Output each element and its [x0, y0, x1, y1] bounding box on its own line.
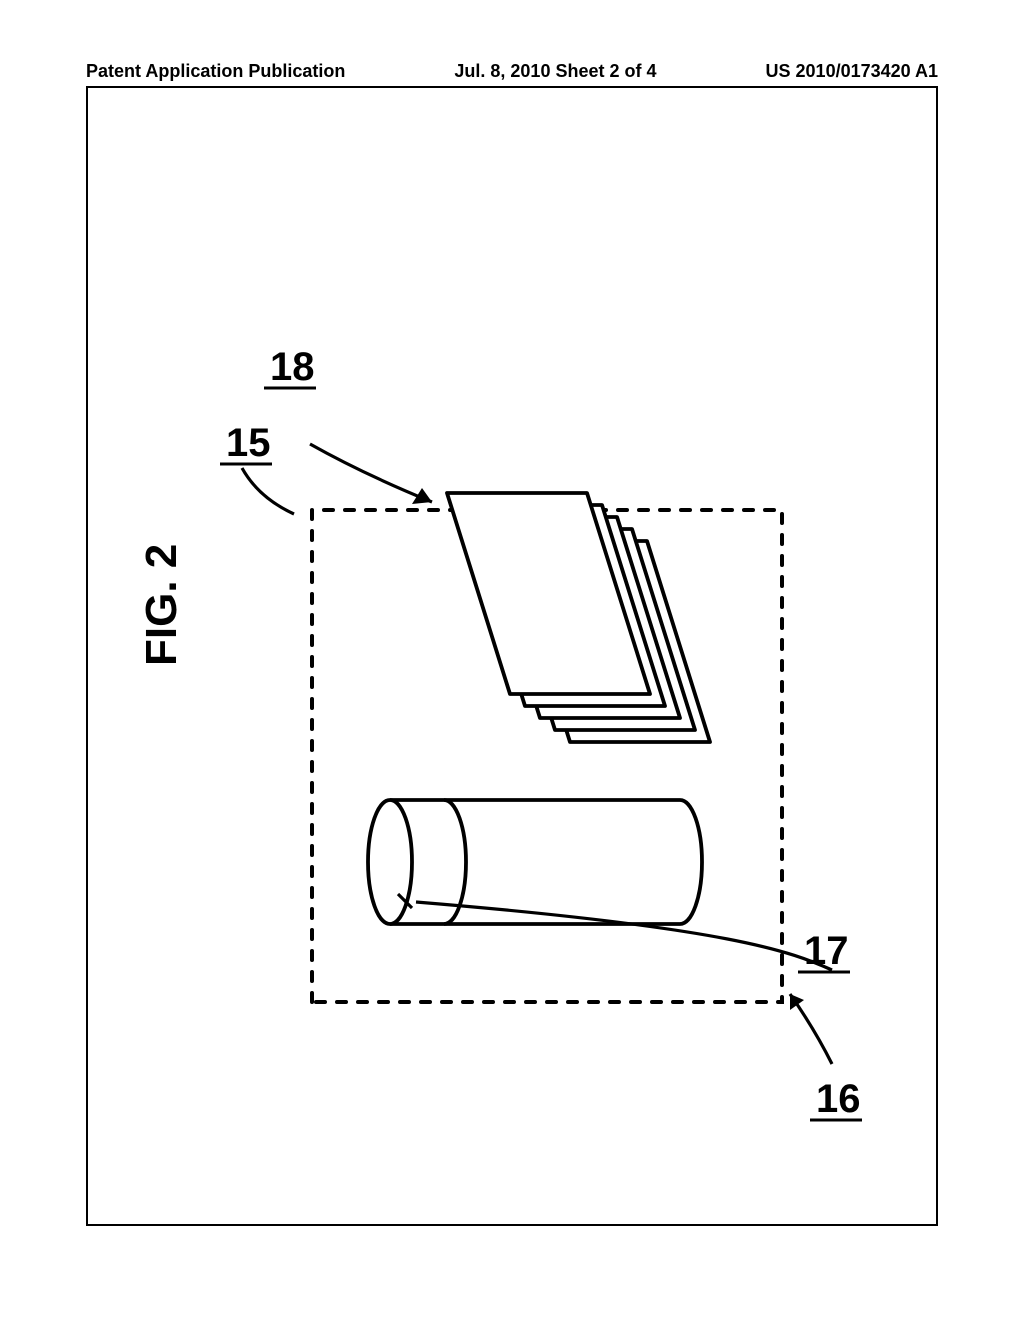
figure-svg: 15 16 17 18 FIG. 2 [86, 86, 938, 1226]
leader-16 [790, 994, 832, 1064]
header-left: Patent Application Publication [86, 61, 345, 82]
sheet-stack [447, 493, 710, 742]
header-row: Patent Application Publication Jul. 8, 2… [86, 58, 938, 82]
label-16: 16 [816, 1077, 861, 1121]
leader-15 [242, 468, 294, 514]
leader-17 [416, 902, 832, 970]
label-17: 17 [804, 929, 849, 973]
label-18: 18 [270, 345, 315, 389]
header-right: US 2010/0173420 A1 [766, 61, 938, 82]
leader-18 [310, 444, 432, 504]
figure-group [242, 444, 832, 1064]
figure-caption: FIG. 2 [137, 544, 186, 666]
cylinder-vial [368, 800, 702, 924]
label-15: 15 [226, 421, 271, 465]
page: Patent Application Publication Jul. 8, 2… [0, 0, 1024, 1320]
header-center: Jul. 8, 2010 Sheet 2 of 4 [454, 61, 656, 82]
